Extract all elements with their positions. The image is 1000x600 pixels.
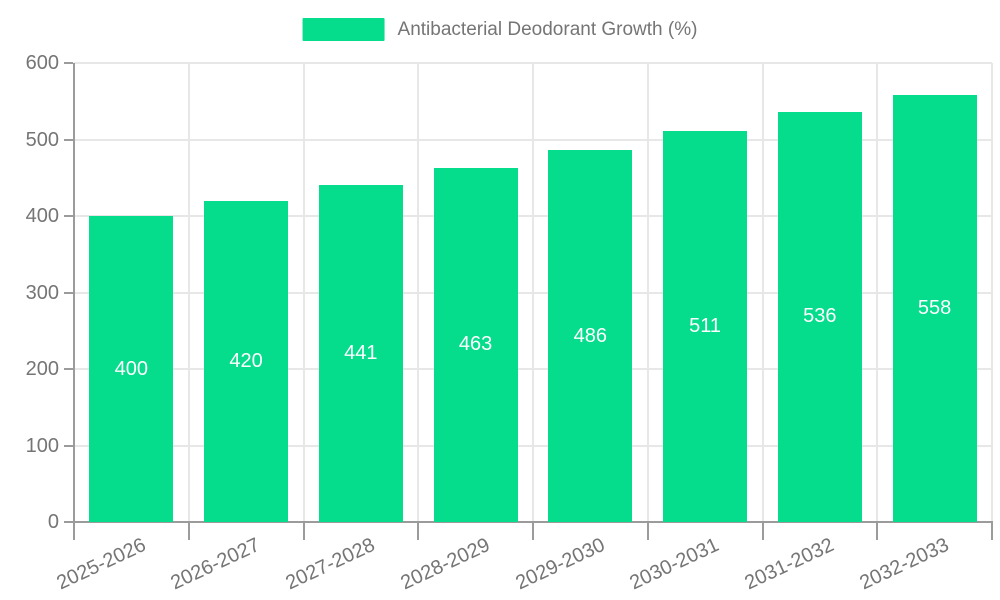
x-tick-label: 2025-2026 <box>53 533 150 595</box>
x-axis-tick <box>302 522 305 540</box>
v-gridline <box>187 63 190 522</box>
legend-item[interactable]: Antibacterial Deodorant Growth (%) <box>302 18 698 41</box>
bar: 486 <box>548 150 633 522</box>
y-tick-label: 500 <box>25 128 59 151</box>
y-axis-tick <box>64 444 73 447</box>
y-tick-label: 100 <box>25 434 59 457</box>
v-gridline <box>532 63 534 522</box>
y-tick-label: 300 <box>25 281 59 304</box>
x-axis-tick <box>532 522 534 540</box>
x-tick-label: 2030-2031 <box>626 533 723 595</box>
x-axis-tick <box>876 522 879 540</box>
bar: 400 <box>89 216 174 522</box>
y-axis-line <box>73 63 75 540</box>
x-axis-tick <box>187 522 190 540</box>
bar-value-label: 511 <box>689 315 722 338</box>
x-tick-label: 2028-2029 <box>397 533 494 595</box>
v-gridline <box>876 63 879 522</box>
x-axis-tick <box>417 522 420 540</box>
v-gridline <box>991 63 993 522</box>
y-tick-label: 0 <box>47 511 59 533</box>
bar: 463 <box>433 167 518 522</box>
y-axis-tick <box>64 521 73 523</box>
bar-value-label: 441 <box>344 341 378 364</box>
bar-value-label: 486 <box>573 324 608 347</box>
y-axis-tick <box>64 215 73 217</box>
x-tick-label: 2027-2028 <box>282 533 379 595</box>
v-gridline <box>302 63 305 522</box>
bar-value-label: 420 <box>229 349 263 372</box>
x-tick-label: 2026-2027 <box>167 533 264 595</box>
bar-value-label: 536 <box>803 305 837 328</box>
v-gridline <box>417 63 420 522</box>
bar: 441 <box>318 184 403 522</box>
bar: 420 <box>204 200 288 522</box>
v-gridline <box>646 63 649 522</box>
x-tick-label: 2032-2033 <box>856 533 953 595</box>
bar-value-label: 558 <box>917 297 952 320</box>
legend-swatch <box>302 18 385 41</box>
v-gridline <box>761 63 764 522</box>
legend-label: Antibacterial Deodorant Growth (%) <box>397 18 698 40</box>
y-axis-tick <box>64 62 73 64</box>
y-tick-label: 400 <box>25 205 59 227</box>
bar: 558 <box>892 95 977 522</box>
y-axis-tick <box>64 368 73 370</box>
x-tick-label: 2031-2032 <box>741 533 838 595</box>
bar-value-label: 400 <box>114 357 149 380</box>
bar: 511 <box>663 131 747 522</box>
y-axis-tick <box>64 138 73 141</box>
x-axis-tick <box>991 522 993 540</box>
bar-value-label: 463 <box>458 333 493 356</box>
bar: 536 <box>777 111 862 522</box>
x-tick-label: 2029-2030 <box>512 533 609 595</box>
y-tick-label: 200 <box>25 358 59 380</box>
x-axis-tick <box>646 522 649 540</box>
x-axis-tick <box>73 522 75 540</box>
x-axis-tick <box>761 522 764 540</box>
y-axis-tick <box>64 291 73 294</box>
y-tick-label: 600 <box>25 52 59 74</box>
